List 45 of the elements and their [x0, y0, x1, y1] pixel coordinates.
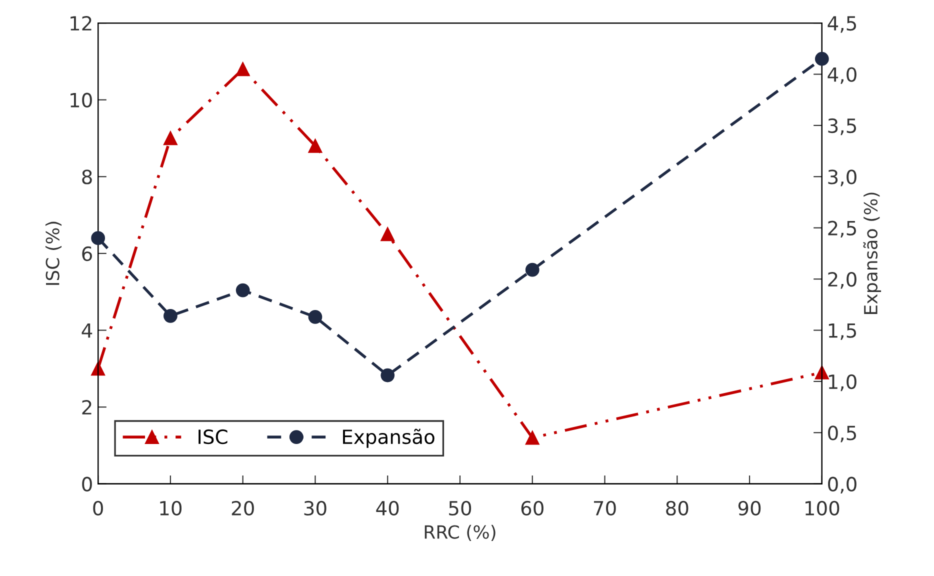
y-tick-label: 4 — [82, 323, 92, 338]
x-tick-label: 80 — [666, 500, 688, 516]
y2-axis-title: Expansão (%) — [863, 192, 882, 314]
y2-tick-label: 0,0 — [828, 476, 856, 494]
point — [380, 227, 395, 242]
x-tick-label: 20 — [232, 500, 254, 516]
y2-tick-label: 2,0 — [828, 272, 856, 289]
y2-tick-label: 3,5 — [828, 118, 856, 136]
point — [308, 138, 322, 153]
y-axis-title: ISC (%) — [45, 222, 62, 285]
x-tick-label: 0 — [93, 500, 103, 516]
x-tick-label: 30 — [304, 500, 326, 516]
point — [525, 430, 540, 445]
point — [525, 262, 540, 277]
y2-tick-label: 1,5 — [828, 323, 856, 340]
x-tick-label: 40 — [376, 500, 399, 516]
y-tick-label: 8 — [82, 170, 92, 184]
x-tick-label: 50 — [449, 500, 472, 516]
y2-tick-label: 2,5 — [828, 220, 856, 238]
x-tick-label: 90 — [738, 500, 761, 516]
x-tick-label: 60 — [521, 500, 544, 516]
x-tick-label: 100 — [806, 500, 840, 516]
y2-tick-label: 3,0 — [828, 170, 856, 186]
point — [236, 283, 250, 298]
y2-tick-label: 1,0 — [828, 374, 856, 392]
x-tick-label: 10 — [160, 500, 182, 516]
y2-tick-label: 4,5 — [828, 16, 856, 33]
point — [308, 310, 322, 324]
y-tick-label: 6 — [82, 246, 92, 262]
x-axis-title: RRC (%) — [424, 524, 496, 541]
point — [236, 62, 250, 76]
point — [164, 131, 178, 146]
legend-label: ISC — [198, 429, 228, 444]
y-tick-label: 2 — [82, 400, 92, 414]
y2-tick-label: 0,5 — [828, 426, 856, 442]
y-tick-label: 12 — [70, 16, 92, 30]
legend-label: Expansão — [343, 428, 434, 448]
y-tick-label: 10 — [70, 92, 92, 108]
point — [164, 308, 178, 323]
x-tick-label: 70 — [594, 500, 616, 516]
y2-tick-label: 4,0 — [828, 67, 856, 84]
point — [814, 52, 829, 66]
point — [91, 231, 106, 246]
point — [380, 368, 395, 382]
y-tick-label: 0 — [82, 476, 92, 492]
